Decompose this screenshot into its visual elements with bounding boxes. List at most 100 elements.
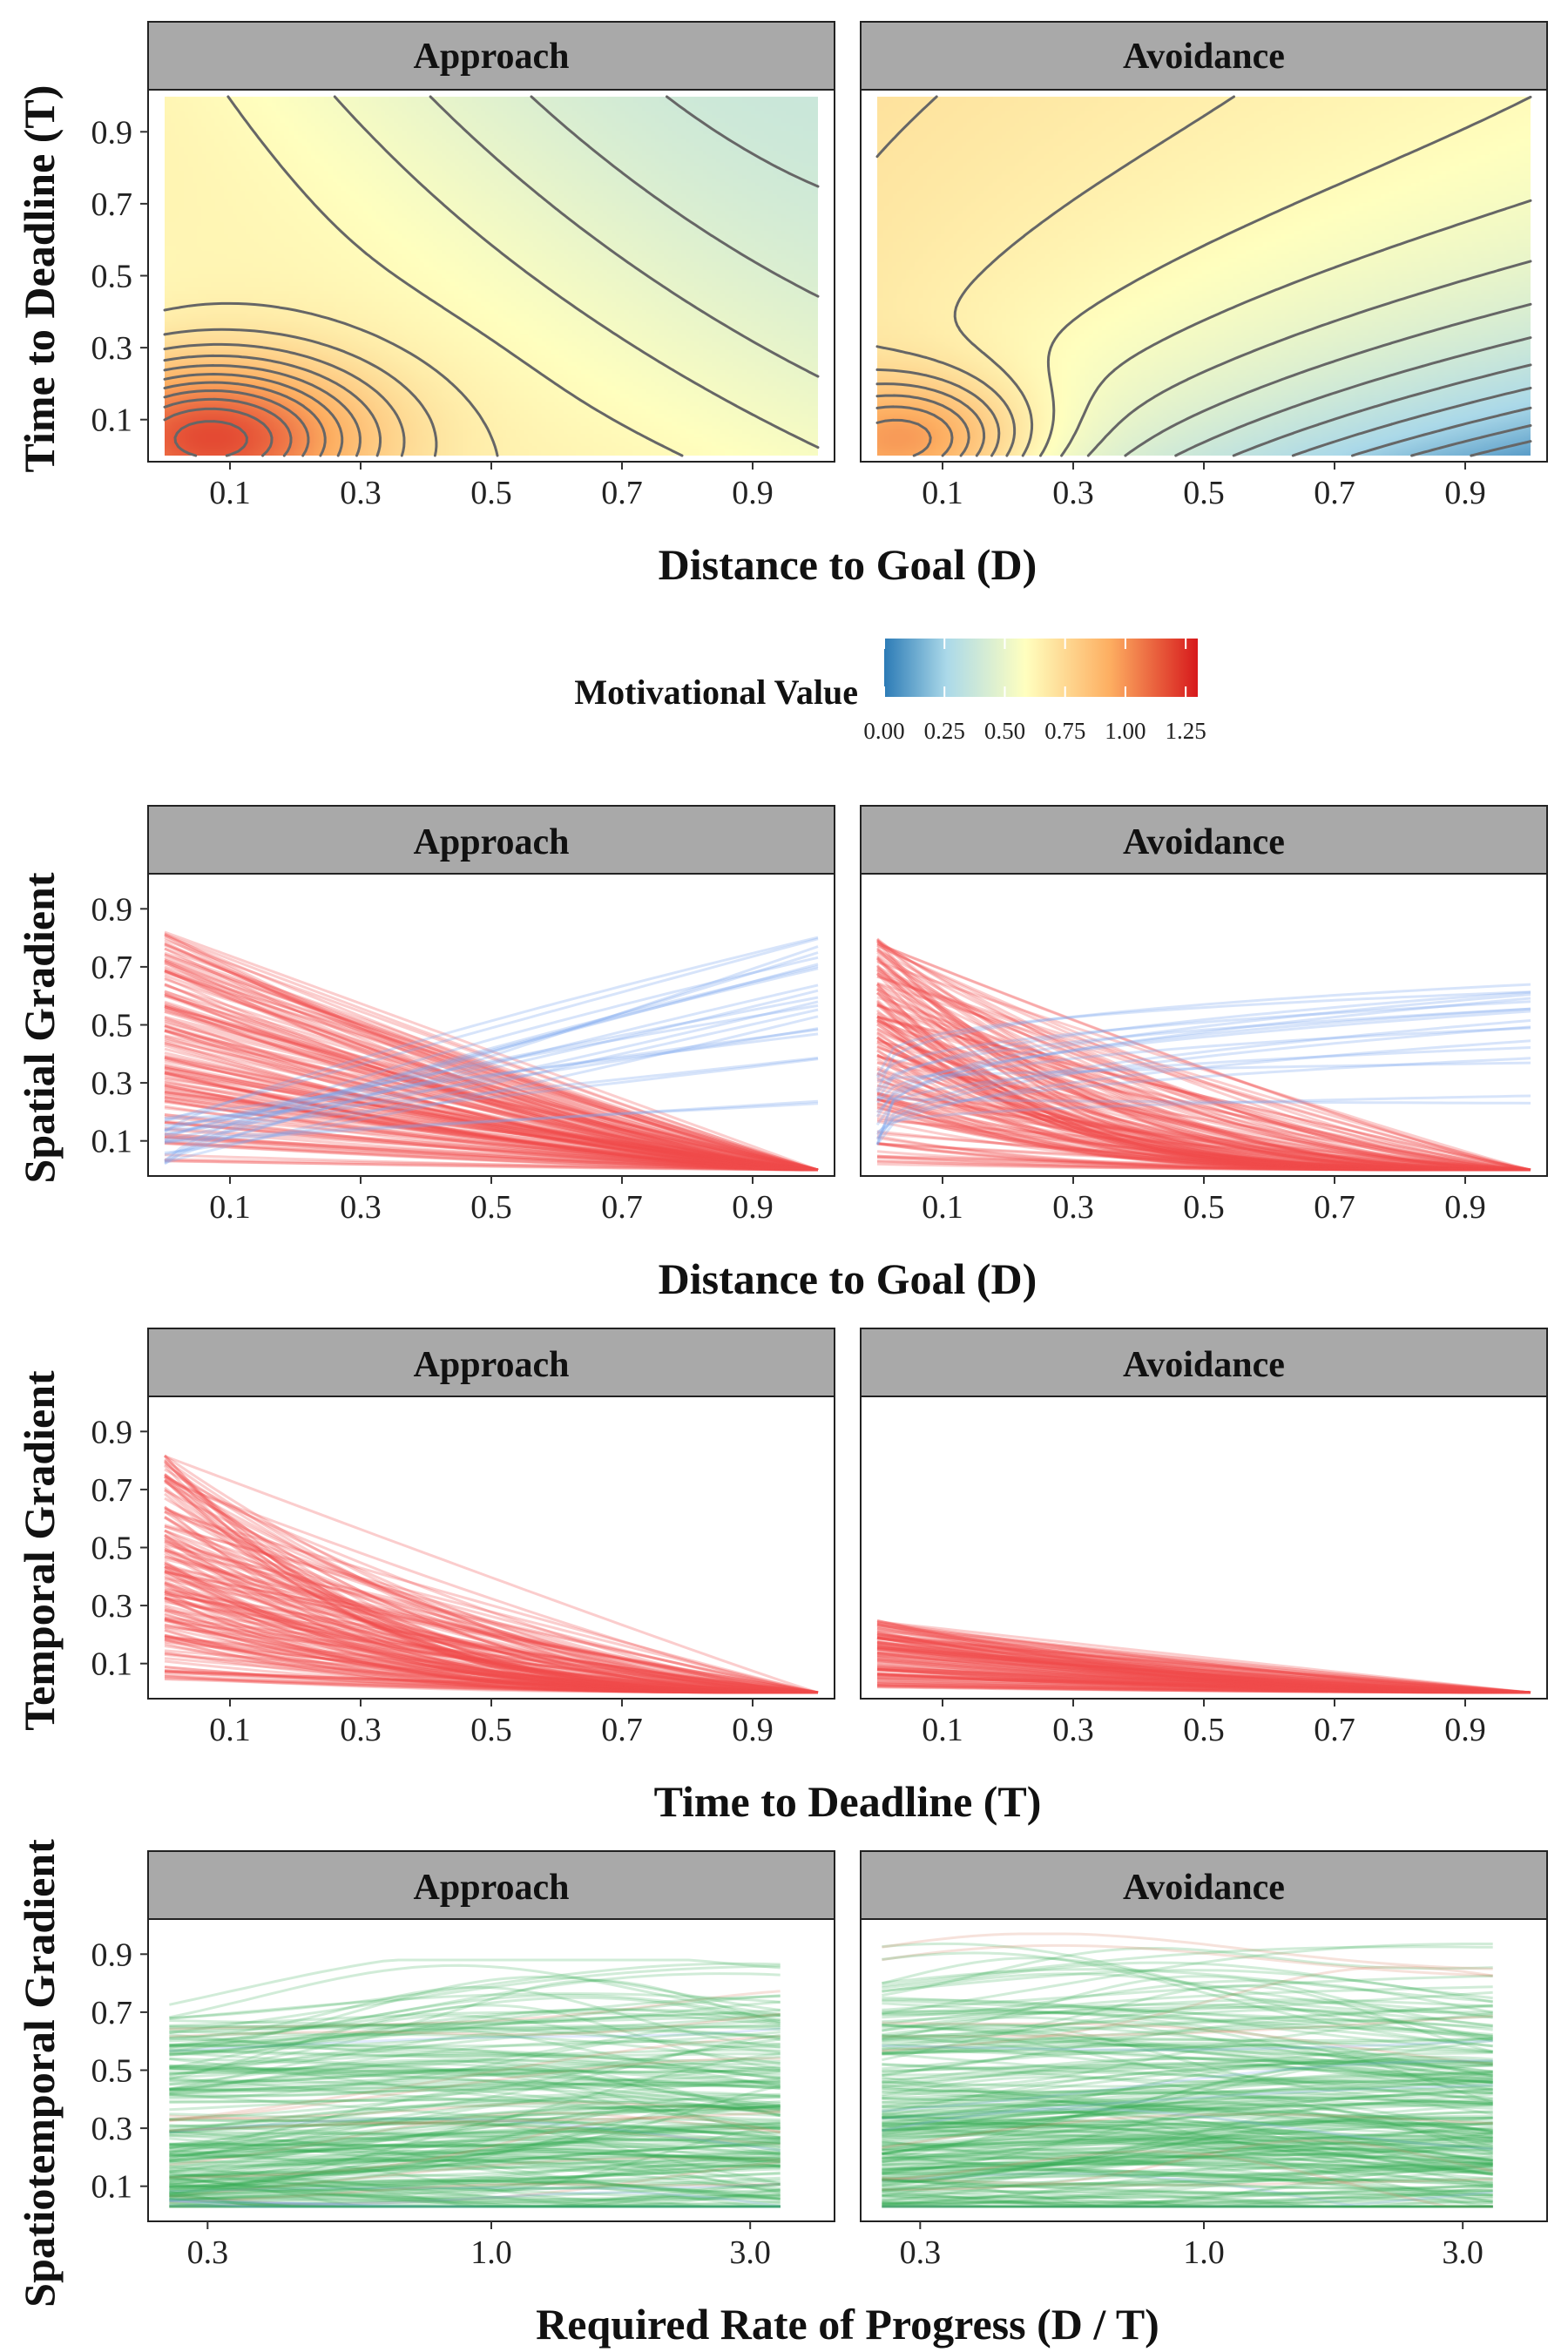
series-line (169, 2101, 781, 2134)
series-line (882, 2084, 1493, 2125)
series-line (876, 1156, 1531, 1172)
series-line (164, 1082, 819, 1172)
series-line (876, 1684, 1531, 1694)
series-line (876, 1102, 1531, 1172)
series-line (876, 967, 1531, 1172)
series-line (164, 1085, 819, 1172)
series-line (882, 2075, 1493, 2106)
x-tick-label: 0.7 (1314, 475, 1355, 511)
series-line (164, 1623, 819, 1694)
series-line (164, 1000, 819, 1144)
series-line (876, 1635, 1531, 1694)
series-line (876, 1672, 1531, 1694)
series-line (164, 1633, 819, 1694)
contour-line (1086, 260, 1532, 457)
series-line (876, 1053, 1531, 1172)
series-line (875, 964, 1531, 1172)
series-line (882, 1942, 1493, 2041)
series-line (164, 1070, 819, 1172)
series-line (169, 2173, 781, 2200)
x-tick-label: 0.5 (1183, 475, 1225, 511)
series-line (169, 1963, 781, 2019)
series-line (882, 1985, 1493, 2026)
series-line (164, 1540, 818, 1694)
series-line (164, 1096, 819, 1172)
series-line (876, 1646, 1531, 1694)
series-line (882, 2043, 1493, 2101)
series-line (876, 1640, 1531, 1694)
series-line (876, 1085, 1531, 1172)
series-line (164, 932, 819, 1172)
series-line (169, 2117, 781, 2185)
series-line (164, 967, 819, 1172)
series-line (882, 2015, 1493, 2052)
contour-line (875, 382, 986, 457)
series-line (169, 2183, 781, 2208)
series-line (876, 1154, 1531, 1172)
series-line (876, 956, 1531, 1172)
series-line (169, 2004, 781, 2071)
series-line (882, 2124, 1493, 2141)
series-line (882, 2139, 1493, 2152)
series-line (164, 1158, 819, 1172)
series-line (164, 1570, 818, 1694)
series-line (882, 2110, 1493, 2177)
series-line (882, 2100, 1493, 2119)
series-line (169, 2179, 781, 2208)
series-line (876, 1015, 1531, 1172)
series-line (882, 2100, 1493, 2123)
y-tick-label: 0.5 (91, 2053, 133, 2090)
series-line (876, 1659, 1531, 1694)
series-line (169, 2137, 781, 2201)
x-tick-label: 0.5 (470, 1189, 512, 1226)
series-line (169, 2100, 781, 2195)
series-line (882, 2094, 1493, 2133)
series-line (164, 1595, 818, 1694)
series-line (876, 1655, 1531, 1694)
series-line (169, 2201, 781, 2208)
series-line (164, 1010, 819, 1172)
series-line (169, 2158, 781, 2186)
series-line (876, 1054, 1531, 1172)
series-line (164, 1617, 818, 1694)
series-line (164, 1524, 819, 1694)
series-line (876, 1019, 1531, 1172)
series-line (164, 943, 819, 1172)
series-line (882, 2070, 1493, 2119)
series-line (169, 2084, 781, 2093)
series-line (882, 2155, 1493, 2173)
series-line (876, 944, 1531, 1172)
series-line (164, 1645, 818, 1694)
series-line (164, 1677, 819, 1694)
series-line (169, 2185, 781, 2208)
y-tick-label: 0.1 (91, 402, 133, 439)
series-line (164, 1100, 819, 1172)
temporal-approach-lines (163, 1454, 819, 1694)
contour-line (875, 95, 1017, 457)
series-line (882, 1943, 1493, 1977)
series-line (169, 2030, 781, 2065)
series-line (164, 1115, 819, 1172)
series-line (169, 2078, 781, 2128)
series-line (876, 996, 1531, 1172)
series-line (882, 2076, 1493, 2088)
series-line (882, 2141, 1493, 2203)
series-line (882, 2154, 1493, 2173)
series-line (164, 1056, 819, 1172)
contour-line (163, 373, 344, 457)
series-line (882, 2139, 1493, 2172)
series-line (164, 1066, 819, 1172)
x-tick-label: 0.3 (340, 1712, 382, 1748)
series-line (164, 1159, 818, 1172)
series-line (876, 1119, 1531, 1172)
series-line (876, 1142, 1531, 1172)
series-line (164, 1096, 819, 1172)
series-line (882, 2099, 1493, 2186)
series-line (882, 2145, 1493, 2181)
series-line (876, 1087, 1531, 1172)
series-line (876, 1630, 1531, 1694)
series-line (882, 2014, 1493, 2038)
series-line (164, 1159, 819, 1172)
y-tick-label: 0.3 (91, 2111, 133, 2147)
series-line (169, 2130, 781, 2136)
